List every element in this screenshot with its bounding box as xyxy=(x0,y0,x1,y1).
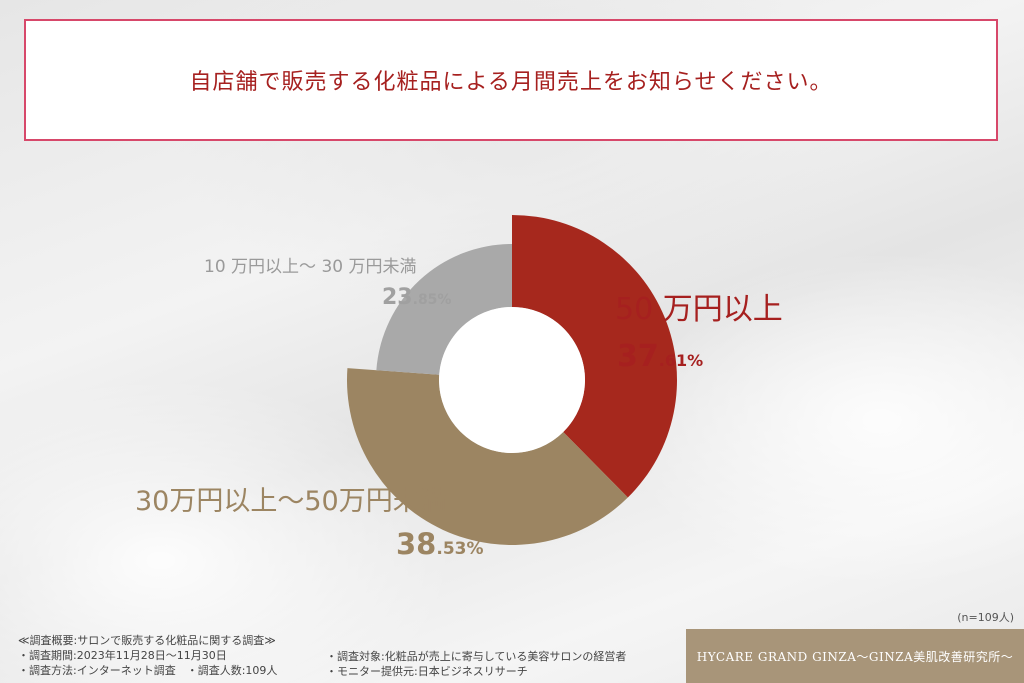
brand-banner: HYCARE GRAND GINZA～GINZA美肌改善研究所～ xyxy=(686,629,1024,683)
slice-value-50man: 37.61% xyxy=(617,339,703,374)
survey-period: ・調査期間:2023年11月28日～11月30日 xyxy=(18,649,227,662)
survey-target: ・調査対象:化粧品が売上に寄与している美容サロンの経営者 xyxy=(326,650,627,663)
slice-label-10-30man: 10 万円以上～ 30 万円未満 xyxy=(204,257,416,277)
slice-value-30-50man: 38.53% xyxy=(396,527,484,561)
page-title: 自店舗で販売する化粧品による月間売上をお知らせください。 xyxy=(189,70,833,95)
slice-value-50man-int: 37 xyxy=(617,339,659,374)
slice-value-50man-dec: .61% xyxy=(659,351,703,370)
slice-10-30man xyxy=(376,244,512,375)
slice-value-10-30man-dec: .85% xyxy=(413,292,452,308)
survey-provider: ・モニター提供元:日本ビジネスリサーチ xyxy=(326,665,528,678)
sample-size-note: (n=109人) xyxy=(957,611,1014,624)
slice-value-10-30man-int: 23 xyxy=(382,285,413,310)
slice-value-10-30man: 23.85% xyxy=(382,285,451,310)
slice-value-30-50man-int: 38 xyxy=(396,527,436,561)
survey-method: ・調査方法:インターネット調査 ・調査人数:109人 xyxy=(18,664,278,677)
slice-value-30-50man-dec: .53% xyxy=(436,539,483,559)
brand-text: HYCARE GRAND GINZA～GINZA美肌改善研究所～ xyxy=(696,649,1014,664)
slice-30-50man xyxy=(347,368,628,545)
survey-notes: ≪調査概要:サロンで販売する化粧品に関する調査≫ ・調査期間:2023年11月2… xyxy=(18,633,626,678)
donut-hole xyxy=(439,307,585,453)
slice-label-50man: 50 万円以上 xyxy=(615,292,783,327)
slice-50man xyxy=(512,215,678,498)
survey-heading: ≪調査概要:サロンで販売する化粧品に関する調査≫ xyxy=(18,634,276,647)
slice-label-30-50man: 30万円以上～50万円未満 xyxy=(135,486,447,517)
title-box: 自店舗で販売する化粧品による月間売上をお知らせください。 xyxy=(24,19,998,141)
